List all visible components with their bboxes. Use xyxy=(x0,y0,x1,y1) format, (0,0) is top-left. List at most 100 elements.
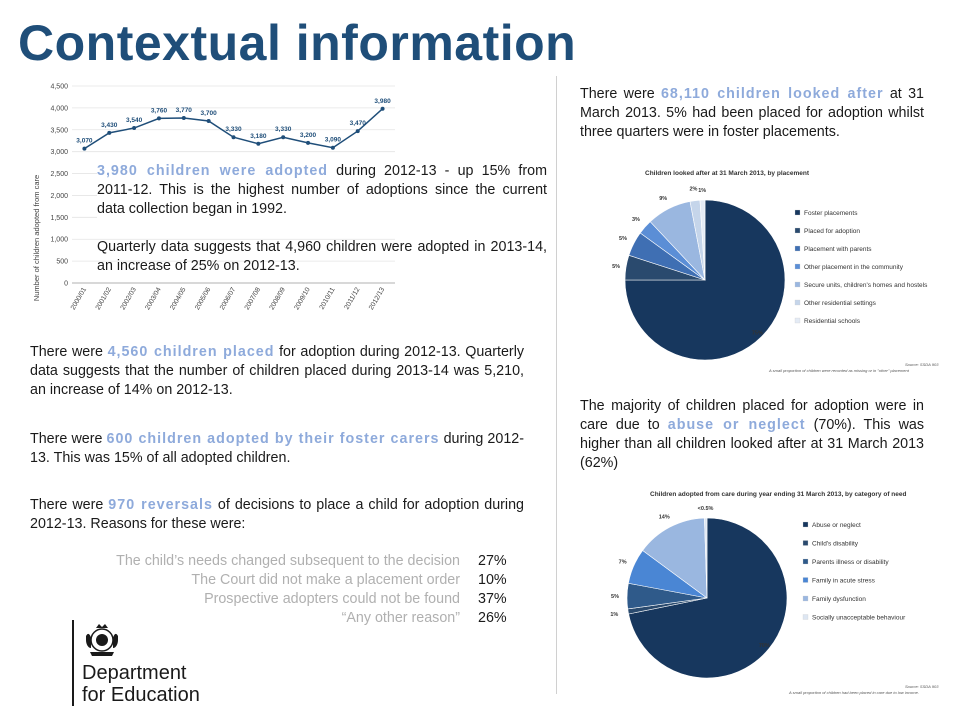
x-tick-label: 2004/05 xyxy=(169,286,187,311)
data-point xyxy=(181,115,186,120)
adopted-highlight: 3,980 children were adopted xyxy=(97,163,329,179)
looked-after-post: at 31 March 2013. 5% had been placed for… xyxy=(580,86,924,140)
dfe-logo: Department for Education xyxy=(72,620,222,706)
legend-label: Child's disability xyxy=(812,541,859,548)
logo-text: Department for Education xyxy=(82,662,200,706)
legend-swatch xyxy=(802,577,809,583)
pie-note: A small proportion of children were reco… xyxy=(768,368,910,373)
reversals-paragraph: There were 970 reversals of decisions to… xyxy=(30,496,524,534)
legend-label: Residential schools xyxy=(804,318,861,325)
slice-label: 2% xyxy=(689,187,697,193)
data-point xyxy=(256,141,261,146)
royal-crest-icon xyxy=(86,624,118,656)
y-tick-label: 3,000 xyxy=(50,149,68,156)
y-tick-label: 1,500 xyxy=(50,215,68,222)
y-tick-label: 1,000 xyxy=(50,237,68,244)
data-label: 3,980 xyxy=(374,98,391,105)
slice-label: 1% xyxy=(610,612,618,618)
y-tick-label: 4,000 xyxy=(50,105,68,112)
data-label: 3,760 xyxy=(151,107,168,114)
foster-pre: There were xyxy=(30,431,107,447)
page-title: Contextual information xyxy=(18,15,577,71)
foster-highlight: 600 children adopted by their foster car… xyxy=(106,431,440,447)
legend-swatch xyxy=(802,521,809,528)
data-label: 3,470 xyxy=(350,120,367,127)
quarterly-paragraph: Quarterly data suggests that 4,960 child… xyxy=(97,239,547,274)
reversals-pre: There were xyxy=(30,497,109,513)
legend-swatch xyxy=(794,227,801,234)
y-tick-label: 0 xyxy=(64,281,68,288)
reason-value: 26% xyxy=(478,610,507,626)
legend-label: Abuse or neglect xyxy=(812,522,861,529)
legend-label: Placed for adoption xyxy=(804,228,860,235)
reason-value: 10% xyxy=(478,572,507,588)
slice-label: 14% xyxy=(659,515,670,521)
adopted-text: during 2012-13 - up 15% from 2011-12. Th… xyxy=(97,163,547,217)
y-tick-label: 3,500 xyxy=(50,127,68,134)
legend-label: Other placement in the community xyxy=(804,264,904,271)
majority-highlight: abuse or neglect xyxy=(667,417,806,433)
reversal-reasons-list: The child’s needs changed subsequent to … xyxy=(70,552,540,628)
data-label: 3,330 xyxy=(275,126,292,133)
slice-label: 7% xyxy=(619,559,627,565)
placement-pie-chart: Children looked after at 31 March 2013, … xyxy=(612,170,939,373)
data-point xyxy=(231,135,236,140)
data-point xyxy=(281,135,286,140)
reason-value: 27% xyxy=(478,553,507,569)
need-category-pie-chart: Children adopted from care during year e… xyxy=(610,491,939,695)
reason-label: The child’s needs changed subsequent to … xyxy=(116,553,460,569)
data-label: 3,700 xyxy=(201,110,218,117)
majority-paragraph: The majority of children placed for adop… xyxy=(580,397,924,473)
foster-paragraph: There were 600 children adopted by their… xyxy=(30,430,524,468)
logo-line-1: Department xyxy=(82,662,187,684)
data-point xyxy=(306,140,311,145)
data-label: 3,540 xyxy=(126,117,143,124)
data-label: 3,070 xyxy=(76,138,93,145)
x-tick-label: 2009/10 xyxy=(293,286,311,311)
looked-after-highlight: 68,110 children looked after xyxy=(660,86,884,102)
pie-note: A small proportion of children had been … xyxy=(788,690,919,695)
pie-source: Source: SSDA 903 xyxy=(905,362,939,367)
placed-highlight: 4,560 children placed xyxy=(107,344,275,360)
data-point xyxy=(355,129,360,134)
reason-row: The child’s needs changed subsequent to … xyxy=(70,552,540,571)
legend-swatch xyxy=(794,245,801,252)
pie-title: Children adopted from care during year e… xyxy=(650,491,906,498)
legend-swatch xyxy=(794,317,801,324)
data-point xyxy=(330,145,335,150)
x-tick-label: 2010/11 xyxy=(319,286,337,311)
pie-slice xyxy=(699,199,706,281)
looked-after-paragraph: There were 68,110 children looked after … xyxy=(580,85,924,142)
legend-label: Placement with parents xyxy=(804,246,872,253)
y-axis-label: Number of children adopted from care xyxy=(32,175,41,301)
slice-label: 70% xyxy=(759,643,770,649)
reason-row: Prospective adopters could not be found … xyxy=(70,590,540,609)
legend-swatch xyxy=(802,540,809,546)
reason-label: The Court did not make a placement order xyxy=(191,572,460,588)
y-tick-label: 2,500 xyxy=(50,171,68,178)
data-label: 3,090 xyxy=(325,137,342,144)
slice-label: 5% xyxy=(619,236,627,242)
reversals-highlight: 970 reversals xyxy=(108,497,213,513)
x-tick-label: 2012/13 xyxy=(368,286,386,311)
column-divider xyxy=(556,76,557,694)
reason-row: “Any other reason” 26% xyxy=(70,609,540,628)
pie-slice xyxy=(642,517,708,599)
slice-label: 3% xyxy=(632,217,640,223)
reason-row: The Court did not make a placement order… xyxy=(70,571,540,590)
x-tick-label: 2002/03 xyxy=(119,286,137,311)
slice-label: 1% xyxy=(698,188,706,194)
data-label: 3,330 xyxy=(225,126,242,133)
slice-label: 5% xyxy=(611,594,619,600)
pie-title: Children looked after at 31 March 2013, … xyxy=(645,170,810,177)
y-tick-label: 4,500 xyxy=(50,84,68,91)
placed-pre: There were xyxy=(30,344,108,360)
legend-label: Socially unacceptable behaviour xyxy=(812,615,906,622)
adopted-paragraph: 3,980 children were adopted during 2012-… xyxy=(97,162,547,219)
legend-label: Secure units, children's homes and hoste… xyxy=(804,282,928,289)
legend-swatch xyxy=(794,209,801,216)
legend-label: Other residential settings xyxy=(804,300,877,307)
data-label: 3,180 xyxy=(250,133,267,140)
data-point xyxy=(156,116,161,121)
x-tick-label: 2001/02 xyxy=(95,286,113,311)
